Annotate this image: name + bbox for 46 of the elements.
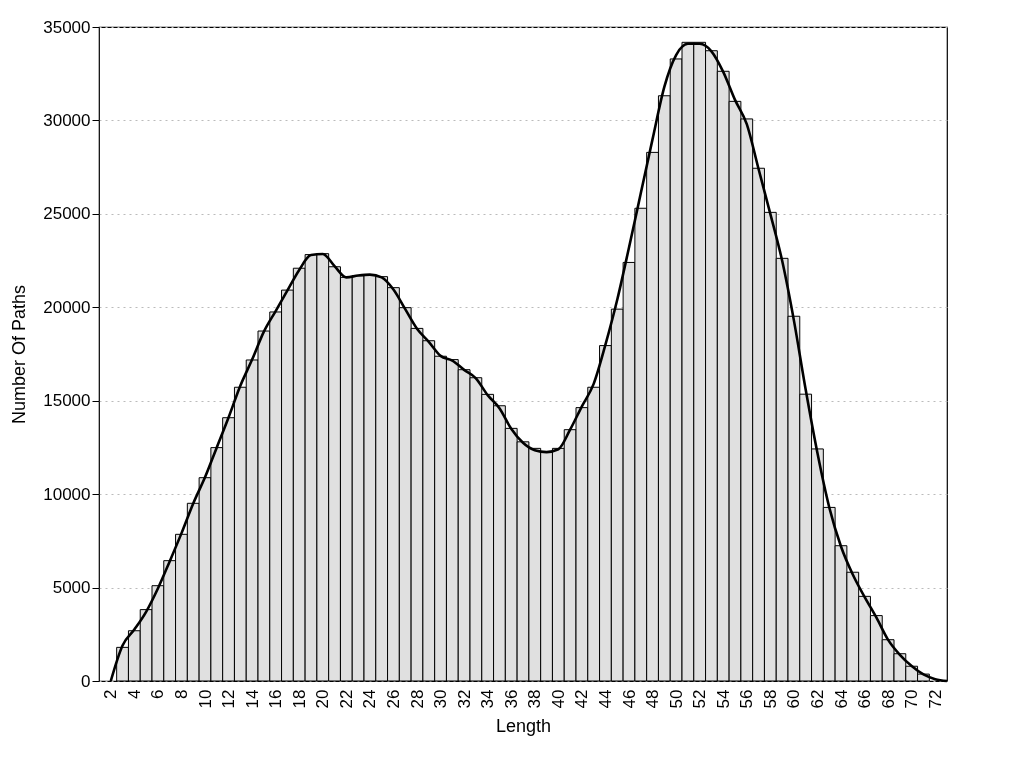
x-tick-label: 4 (124, 689, 144, 699)
x-tick-label: 42 (572, 689, 592, 709)
x-tick-label: 54 (713, 689, 733, 709)
y-axis-title: Number Of Paths (9, 284, 30, 425)
x-tick-label: 14 (242, 689, 262, 709)
x-tick-label: 12 (219, 689, 239, 709)
x-tick-label: 20 (313, 689, 333, 709)
x-tick-label: 62 (807, 689, 827, 709)
x-tick-label: 52 (690, 689, 710, 709)
x-tick-label: 34 (478, 689, 498, 709)
y-tick-label: 20000 (43, 297, 91, 317)
x-tick-label: 28 (407, 689, 427, 709)
x-tick-label: 8 (171, 689, 191, 699)
x-tick-label: 22 (336, 689, 356, 709)
x-tick-label: 40 (548, 689, 568, 709)
x-tick-label: 2 (101, 689, 121, 699)
x-tick-label: 48 (643, 689, 663, 709)
x-tick-label: 50 (666, 689, 686, 709)
x-tick-label: 16 (266, 689, 286, 709)
x-tick-label: 10 (195, 689, 215, 709)
x-tick-label: 26 (383, 689, 403, 709)
x-tick-label: 46 (619, 689, 639, 709)
x-tick-label: 64 (831, 689, 851, 709)
x-tick-label: 68 (878, 689, 898, 709)
y-tick-label: 25000 (43, 204, 91, 224)
y-tick-label: 15000 (43, 391, 91, 411)
x-tick-label: 30 (431, 689, 451, 709)
x-tick-label: 6 (148, 689, 168, 699)
x-tick-label: 18 (289, 689, 309, 709)
x-tick-label: 60 (784, 689, 804, 709)
y-tick-label: 5000 (52, 578, 91, 598)
x-tick-label: 66 (855, 689, 875, 709)
x-tick-label: 70 (902, 689, 922, 709)
x-tick-label: 58 (760, 689, 780, 709)
x-tick-label: 56 (737, 689, 757, 709)
x-axis-title: Length (495, 716, 552, 737)
x-tick-label: 44 (595, 689, 615, 709)
y-tick-label: 0 (81, 671, 91, 691)
x-tick-label: 24 (360, 689, 380, 709)
x-tick-label: 32 (454, 689, 474, 709)
y-tick-label: 35000 (43, 17, 91, 37)
x-tick-label: 36 (501, 689, 521, 709)
y-tick-label: 10000 (43, 484, 91, 504)
x-tick-label: 72 (925, 689, 945, 709)
x-tick-label: 38 (525, 689, 545, 709)
y-tick-label: 30000 (43, 110, 91, 130)
